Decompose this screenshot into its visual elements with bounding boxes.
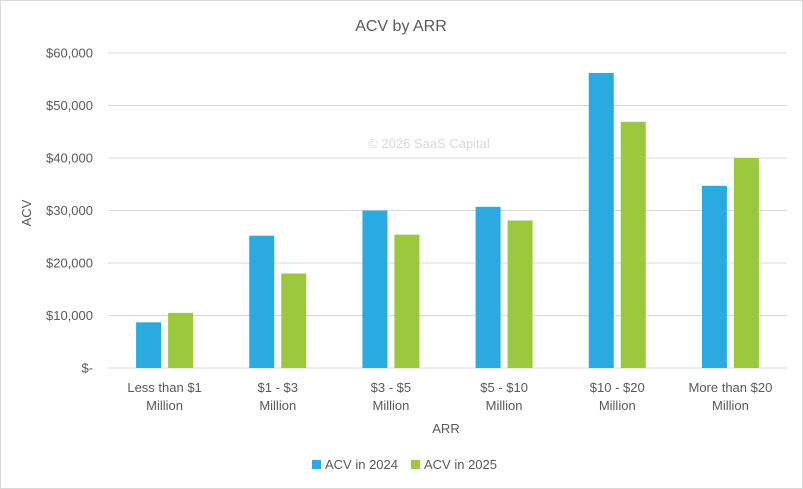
x-axis-ticks: Less than $1 Million $1 - $3 Million $3 - $5… [127,380,772,413]
gridlines [108,52,787,369]
bar-series-2-5 [620,121,646,369]
bar-series-1-6 [701,185,727,368]
y-tick-label: $50,000 [46,98,93,113]
y-tick-label: $30,000 [46,203,93,218]
bar-series-1-3 [362,210,388,368]
y-axis-title: ACV [19,199,34,226]
bar-series-1-4 [475,206,501,368]
chart-title: ACV by ARR [355,18,447,35]
x-tick-label: $5 - $10 [480,380,528,395]
bar-series-2-6 [733,158,759,368]
bars [136,72,759,369]
bar-series-2-2 [281,273,307,368]
legend-label-1: ACV in 2024 [325,457,398,472]
y-tick-label: $60,000 [46,46,93,61]
x-tick-label: $1 - $3 [258,380,298,395]
y-tick-label: $40,000 [46,151,93,166]
x-tick-label: Million [146,398,183,413]
y-tick-label: $10,000 [46,308,93,323]
x-tick-label: Million [372,398,409,413]
bar-series-2-3 [394,234,420,368]
legend-swatch-1 [312,460,321,469]
x-tick-label: More than $20 [688,380,772,395]
bar-series-2-4 [507,220,533,368]
legend-label-2: ACV in 2025 [424,457,497,472]
bar-series-2-1 [168,312,194,368]
bar-series-1-1 [136,322,162,368]
y-tick-label: $20,000 [46,256,93,271]
bar-series-1-5 [588,72,614,368]
x-tick-label: $10 - $20 [590,380,645,395]
x-tick-label: Million [599,398,636,413]
watermark: © 2026 SaaS Capital [368,136,490,151]
legend: ACV in 2024 ACV in 2025 [312,457,497,472]
bar-series-1-2 [249,235,275,368]
x-tick-label: Less than $1 [127,380,201,395]
x-axis-title: ARR [432,421,459,436]
x-tick-label: Million [259,398,296,413]
y-tick-label: $- [81,361,93,376]
x-tick-label: Million [486,398,523,413]
x-tick-label: Million [712,398,749,413]
x-tick-label: $3 - $5 [371,380,411,395]
legend-swatch-2 [411,460,420,469]
y-axis-ticks: $- $10,000 $20,000 $30,000 $40,000 $50,000 $60… [46,46,93,376]
